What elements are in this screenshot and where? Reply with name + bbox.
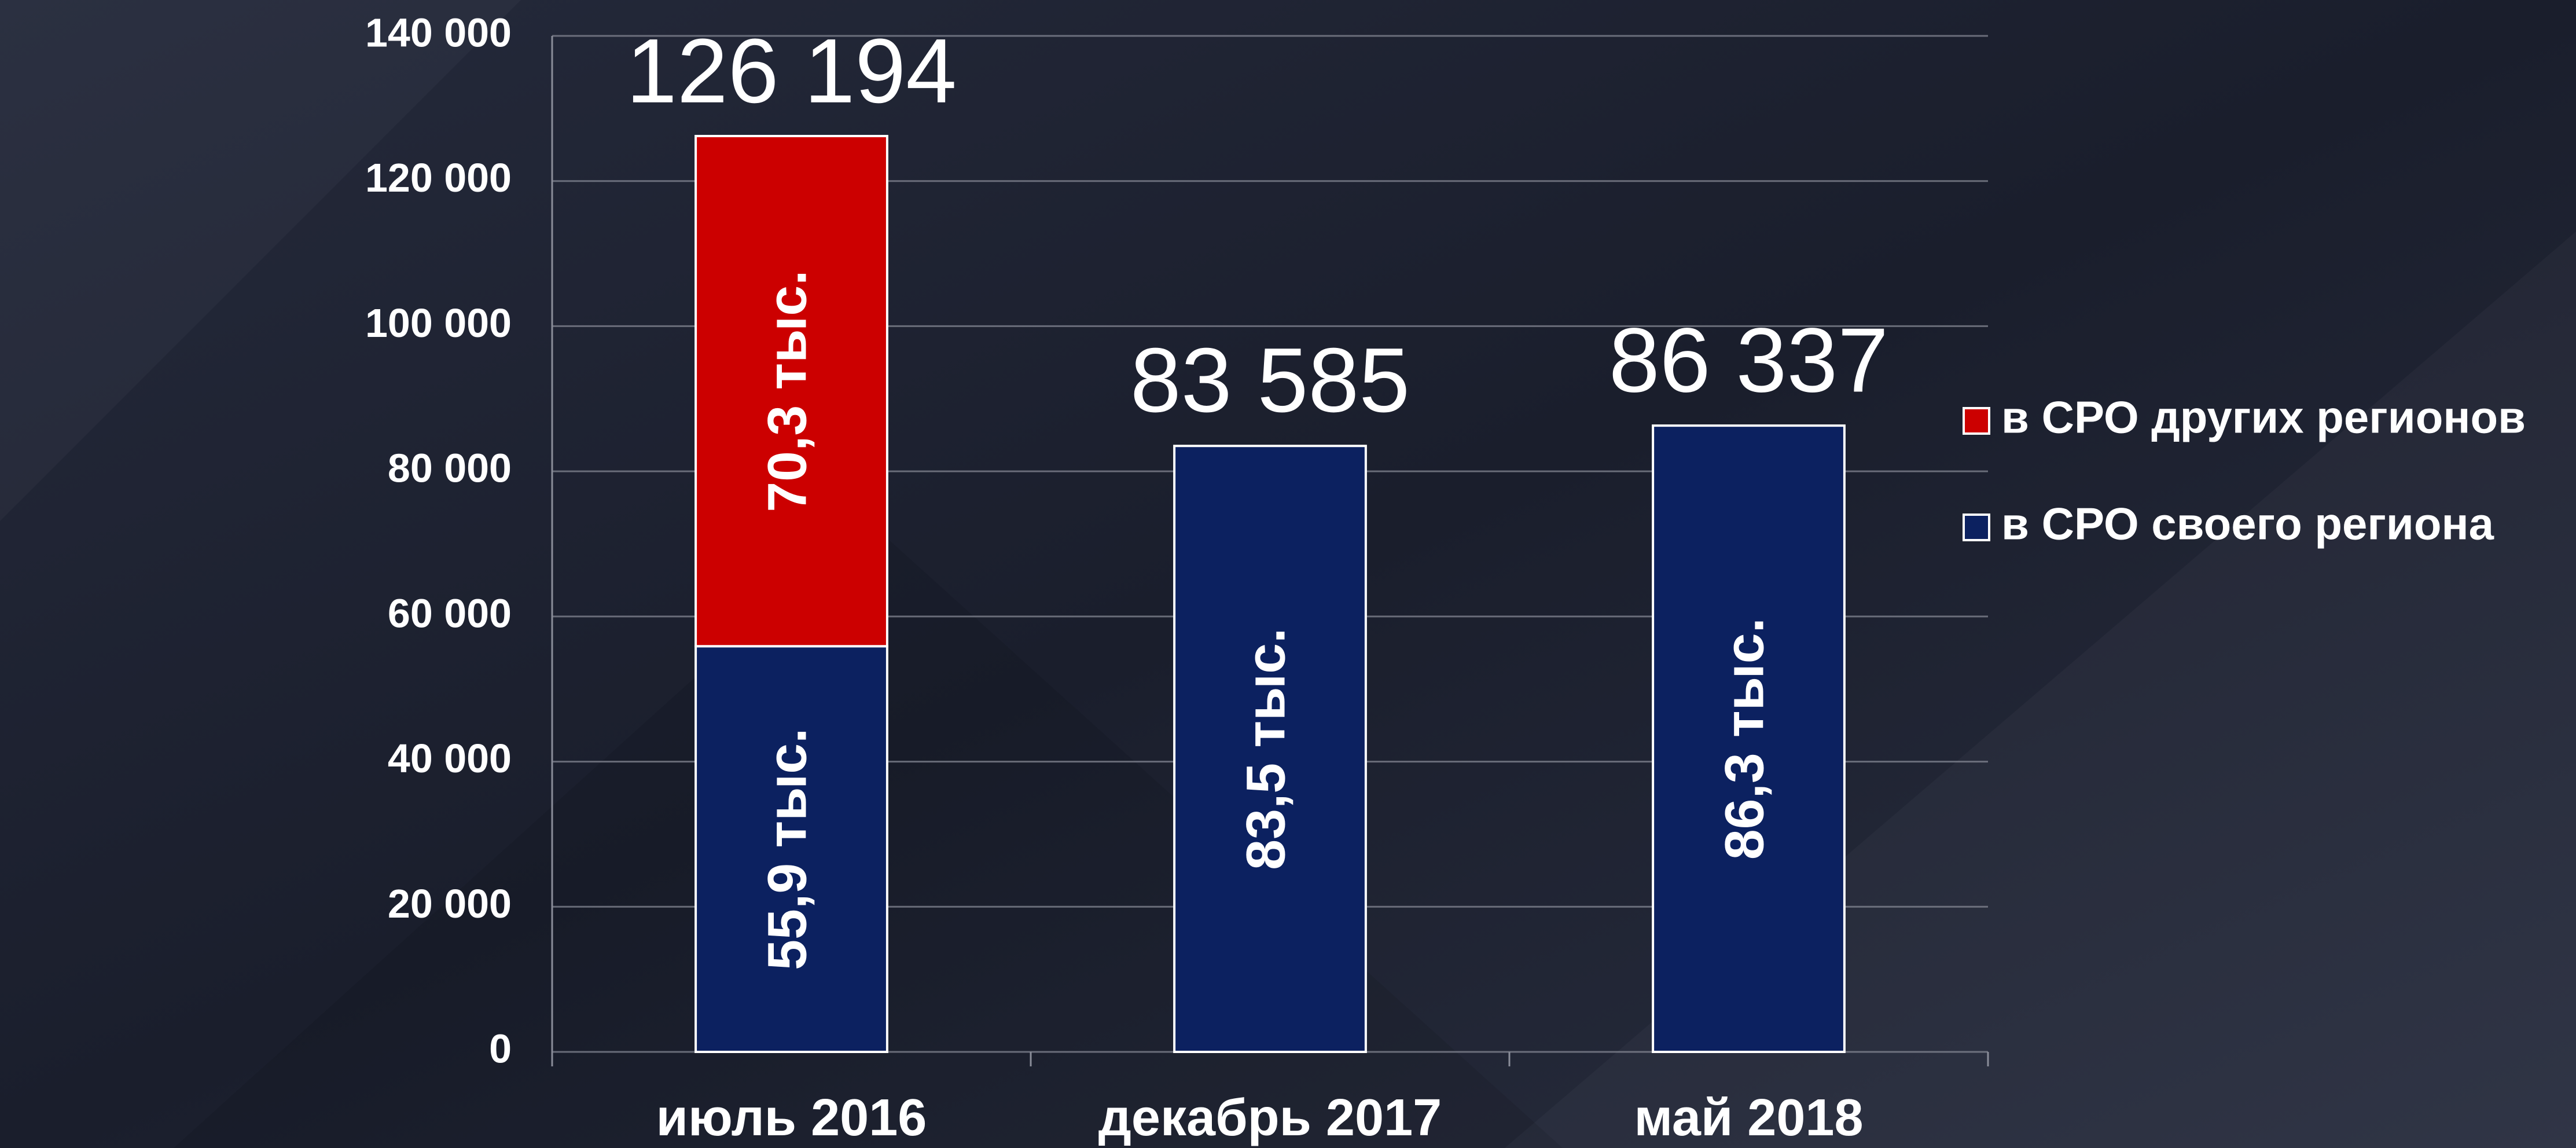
bar-label: 55,9 тыс. [757,728,818,970]
y-tick-label: 100 000 [365,300,512,346]
bar-segment [1652,424,1846,1053]
y-tick-label: 0 [489,1026,512,1071]
y-tick-label: 120 000 [365,155,512,200]
total-label: 126 194 [626,20,957,122]
total-label: 86 337 [1609,309,1888,411]
y-tick-label: 140 000 [365,10,512,55]
legend-swatch [1963,407,1990,435]
bar-label: 70,3 тыс. [757,270,818,512]
x-tick-label: декабрь 2017 [1098,1089,1442,1147]
bar-label: 86,3 тыс. [1714,618,1776,860]
y-tick-label: 80 000 [388,446,512,491]
bar-segment [1173,445,1367,1054]
y-tick-label: 40 000 [388,736,512,781]
total-label: 83 585 [1130,329,1410,431]
bar-label: 83,5 тыс. [1236,628,1297,870]
x-tick-label: май 2018 [1634,1089,1864,1147]
legend-label: в СРО других регионов [2001,392,2526,443]
legend-label: в СРО своего региона [2001,498,2494,549]
bar-segment [694,134,888,648]
bar-segment [694,645,888,1053]
legend-swatch [1963,514,1990,541]
y-tick-label: 20 000 [388,881,512,926]
x-tick-label: июль 2016 [656,1089,927,1147]
y-tick-label: 60 000 [388,590,512,636]
